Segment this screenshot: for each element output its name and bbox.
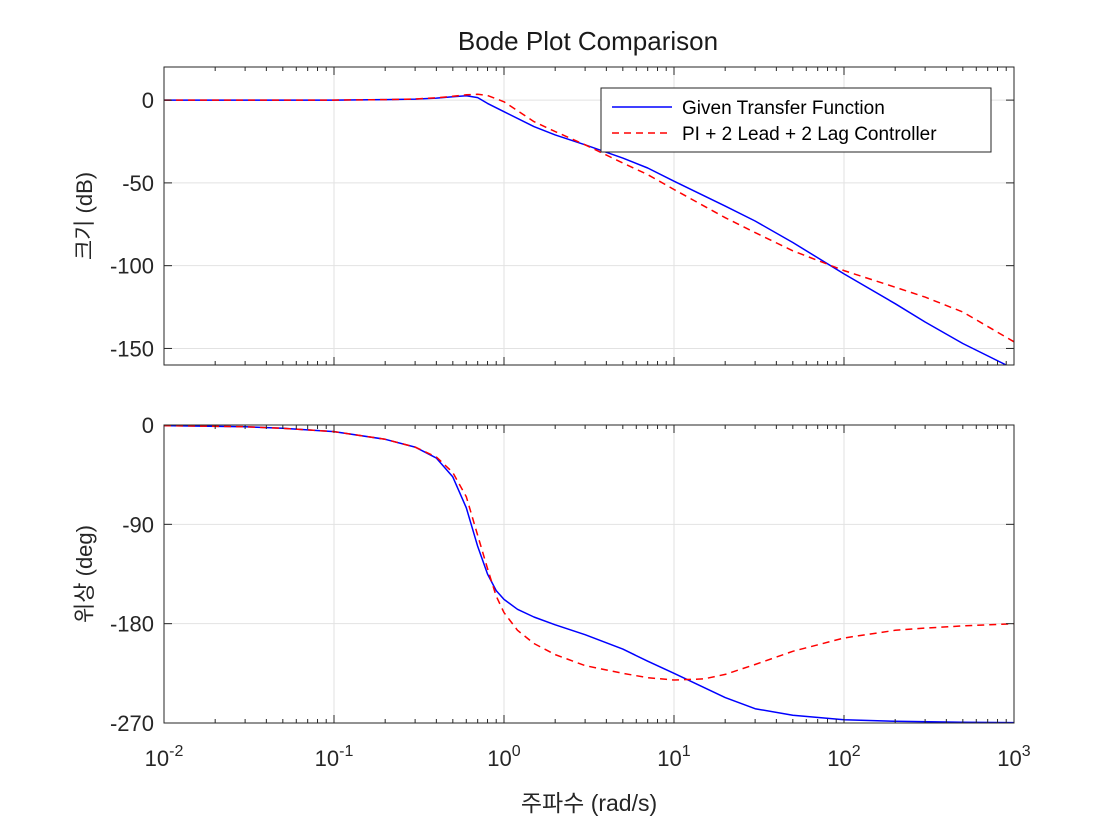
x-tick-label: 102 [827,743,860,771]
series-line-given [164,95,1007,365]
legend: Given Transfer Function PI + 2 Lead + 2 … [600,87,992,153]
magnitude-ticks: 0 -50 -100 -150 [110,67,1015,365]
magnitude-y-axis-label: 크기 (dB) [72,172,97,260]
phase-panel: 0 -90 -180 -270 위상 (deg) [72,413,1015,736]
series-line-controller [164,93,1014,343]
y-tick-label: 0 [142,413,154,438]
x-tick-label: 100 [487,743,520,771]
magnitude-lines [164,93,1014,365]
y-tick-label: -180 [110,612,154,637]
phase-y-axis-label: 위상 (deg) [72,525,97,623]
y-tick-label: -100 [110,254,154,279]
legend-box [600,87,992,153]
chart-title: Bode Plot Comparison [458,26,718,56]
x-axis-label: 주파수 (rad/s) [521,790,657,816]
magnitude-axes-box [163,66,1015,366]
y-tick-label: -270 [110,711,154,736]
y-tick-label: -150 [110,336,154,361]
y-tick-label: 0 [142,88,154,113]
phase-grid [164,425,1014,723]
x-tick-label: 10-2 [145,743,184,771]
phase-axes-background [164,425,1014,723]
phase-ticks: 0 -90 -180 -270 [110,413,1015,736]
y-tick-label: -90 [122,512,154,537]
x-tick-label: 101 [657,743,690,771]
legend-label-controller: PI + 2 Lead + 2 Lag Controller [682,124,937,145]
magnitude-panel: 0 -50 -100 -150 크기 (dB) Given Transfer Func… [72,66,1015,366]
series-line-controller [164,425,1014,681]
legend-label-given: Given Transfer Function [682,98,885,119]
y-tick-label: -50 [122,171,154,196]
x-tick-label: 10-1 [315,743,354,771]
phase-lines [164,425,1014,723]
phase-axes-box [163,424,1015,724]
x-tick-label: 103 [997,743,1030,771]
x-tick-labels: 10-2 10-1 100 101 102 103 [145,743,1031,771]
